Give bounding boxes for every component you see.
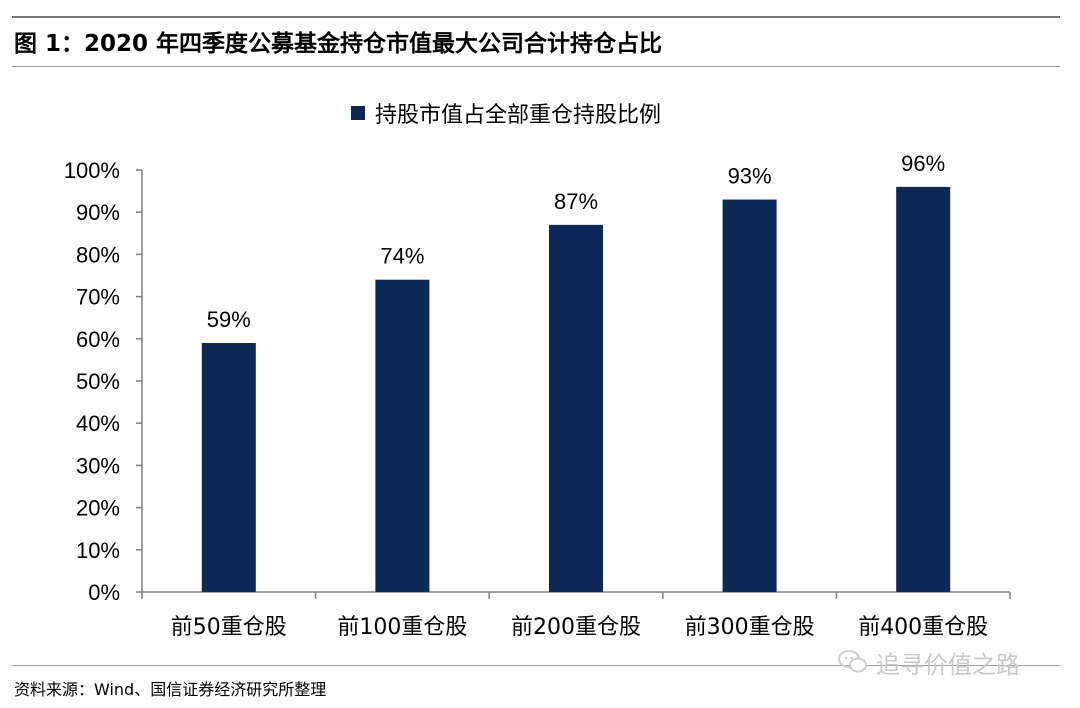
x-category-label: 前100重仓股 <box>337 615 467 640</box>
bar <box>201 343 256 592</box>
y-tick-label: 30% <box>76 453 120 478</box>
bottom-rule <box>12 665 1060 666</box>
data-label: 74% <box>380 244 424 269</box>
chart-legend: 持股市值占全部重仓持股比例 <box>351 97 661 129</box>
bar <box>375 279 430 592</box>
y-tick-label: 80% <box>76 242 120 267</box>
x-category-label: 前50重仓股 <box>171 615 287 640</box>
title-rule <box>12 66 1060 67</box>
y-tick-label: 50% <box>76 369 120 394</box>
legend-swatch <box>351 106 365 120</box>
data-label: 87% <box>554 189 598 214</box>
data-label: 96% <box>901 151 945 176</box>
x-category-label: 前400重仓股 <box>858 615 988 640</box>
bar <box>722 199 777 593</box>
y-tick-label: 60% <box>76 327 120 352</box>
y-tick-label: 40% <box>76 411 120 436</box>
chart-bars <box>201 186 951 593</box>
y-tick-label: 20% <box>76 496 120 521</box>
watermark-text: 追寻价值之路 <box>876 650 1020 679</box>
watermark: 追寻价值之路 <box>838 644 1058 680</box>
y-tick-label: 70% <box>76 285 120 310</box>
data-label: 93% <box>728 164 772 189</box>
y-tick-label: 90% <box>76 200 120 225</box>
figure-title: 图 1：2020 年四季度公募基金持仓市值最大公司合计持仓占比 <box>14 31 663 57</box>
source-note: 资料来源：Wind、国信证券经济研究所整理 <box>14 680 327 699</box>
x-category-label: 前200重仓股 <box>511 615 641 640</box>
chart-axes: 0% 10% 20% 30% 40% 50% 60% 70% 80% 90% 100% <box>64 158 1011 605</box>
top-rule <box>12 16 1060 18</box>
wechat-icon <box>838 650 867 673</box>
legend-label: 持股市值占全部重仓持股比例 <box>375 103 662 128</box>
y-tick-label: 0% <box>88 580 120 605</box>
data-label: 59% <box>207 307 251 332</box>
chart-labels: 59% 前50重仓股 74% 前100重仓股 87% 前200重仓股 93% 前300重仓股 9… <box>171 151 988 640</box>
bar <box>896 186 951 592</box>
x-category-label: 前300重仓股 <box>685 615 815 640</box>
y-tick-label: 100% <box>64 158 120 183</box>
y-tick-label: 10% <box>76 538 120 563</box>
bar <box>549 224 603 593</box>
